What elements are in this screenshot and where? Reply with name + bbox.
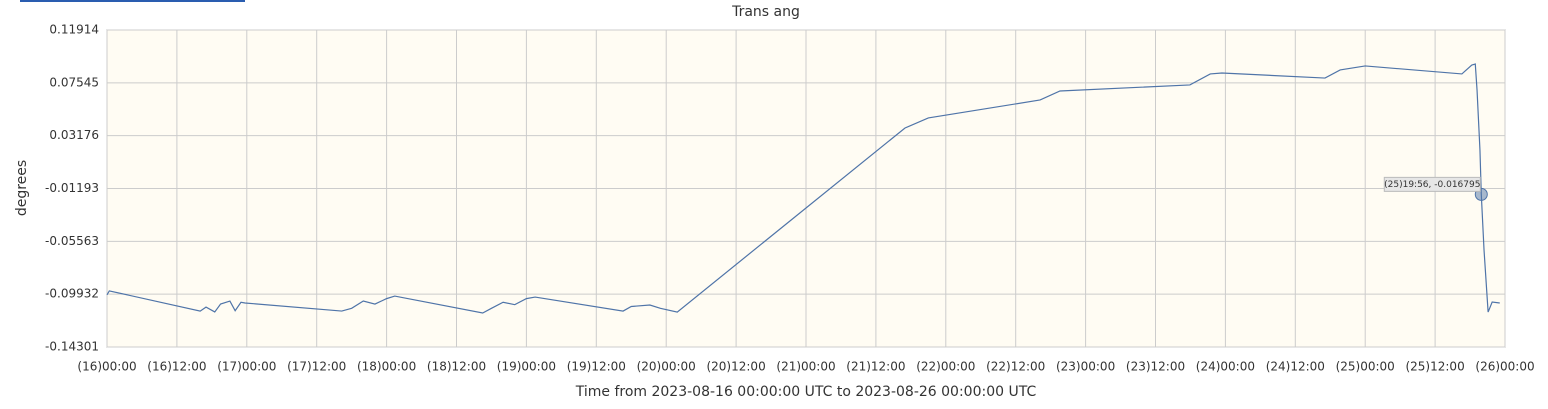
data-line [106, 63, 1500, 314]
x-tick-label: (25)12:00 [1405, 360, 1464, 374]
x-axis-label: Time from 2023-08-16 00:00:00 UTC to 202… [575, 384, 1037, 400]
x-tick-label: (24)12:00 [1266, 360, 1325, 374]
x-tick-label: (23)12:00 [1126, 360, 1185, 374]
x-tick-label: (24)00:00 [1196, 360, 1255, 374]
y-tick-label: -0.14301 [45, 340, 99, 354]
y-tick-label: 0.03176 [49, 128, 99, 142]
y-tick-label: 0.07545 [49, 75, 99, 89]
tooltip-box [1383, 176, 1481, 192]
y-axis-label: degrees [14, 160, 30, 216]
grid: -0.14301 -0.09932 -0.05563 -0.01193 0.03176 0… [45, 23, 1535, 374]
top-button-edge[interactable] [20, 0, 245, 2]
tooltip: (25)19:56, -0.016795 [1383, 176, 1488, 201]
x-tick-label: (21)00:00 [776, 360, 835, 374]
y-tick-label: 0.11914 [49, 23, 99, 37]
y-tick-label: -0.01193 [45, 181, 99, 195]
chart-title: Trans ang [731, 4, 800, 20]
y-tick-label: -0.05563 [45, 234, 99, 248]
x-tick-label: (17)12:00 [287, 360, 346, 374]
x-tick-label: (16)00:00 [77, 360, 136, 374]
marks [106, 63, 1500, 314]
x-tick-label: (18)00:00 [357, 360, 416, 374]
x-tick-label: (23)00:00 [1056, 360, 1115, 374]
x-tick-label: (22)00:00 [916, 360, 975, 374]
x-tick-label: (18)12:00 [427, 360, 486, 374]
x-tick-label: (21)12:00 [846, 360, 905, 374]
x-tick-label: (19)12:00 [567, 360, 626, 374]
x-tick-label: (22)12:00 [986, 360, 1045, 374]
x-tick-label: (17)00:00 [217, 360, 276, 374]
x-tick-label: (26)00:00 [1475, 360, 1534, 374]
x-tick-label: (20)00:00 [637, 360, 696, 374]
x-tick-label: (19)00:00 [497, 360, 556, 374]
x-tick-label: (20)12:00 [706, 360, 765, 374]
tooltip-text: (25)19:56, -0.016795 [1384, 180, 1480, 190]
y-tick-label: -0.09932 [45, 287, 99, 301]
x-tick-label: (25)00:00 [1336, 360, 1395, 374]
x-tick-label: (16)12:00 [147, 360, 206, 374]
